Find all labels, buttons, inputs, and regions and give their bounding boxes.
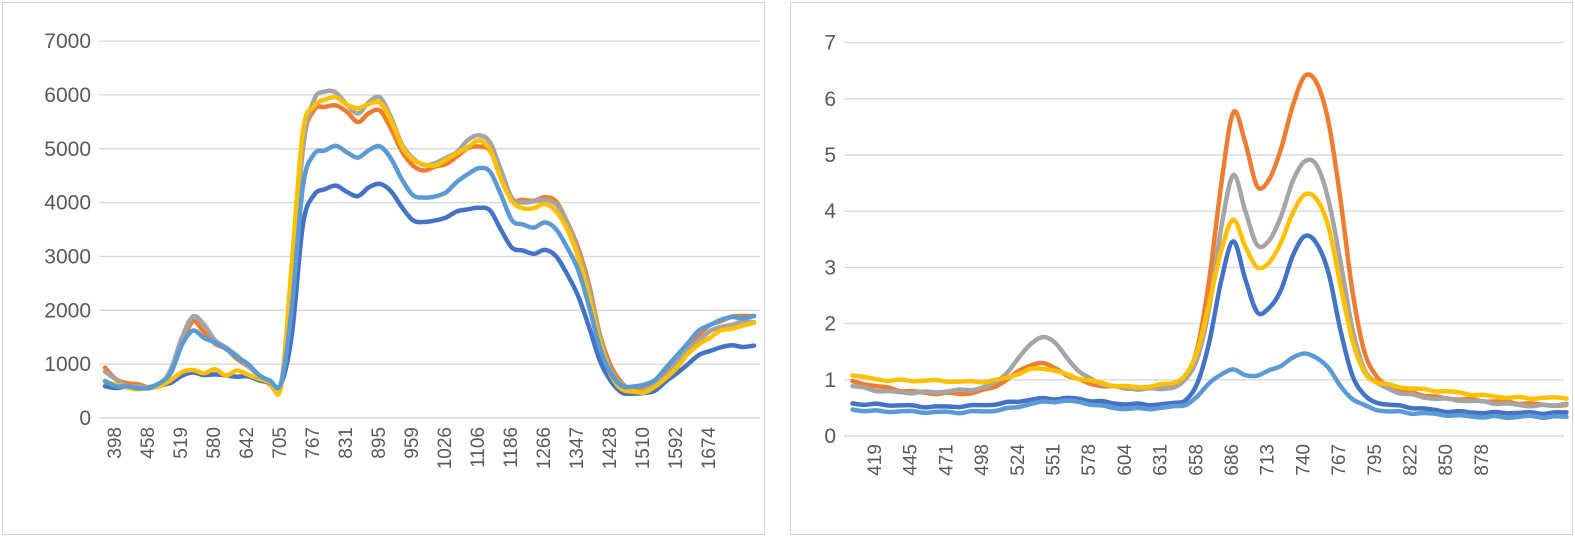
x-axis-tick-label: 458 [138,427,159,459]
y-axis-tick-label: 2000 [44,299,91,322]
y-axis-tick-label: 1000 [44,353,91,376]
x-axis-tick-label: 1106 [468,427,489,468]
y-axis-tick-label: 6000 [44,84,91,107]
y-axis-tick-label: 7000 [44,30,91,53]
x-axis-tick-label: 551 [1044,444,1065,476]
x-axis-tick-label: 959 [402,427,423,459]
y-axis-tick-label: 5000 [44,138,91,161]
series-line-series4-gold [102,95,757,397]
y-axis-tick-label: 3 [824,256,836,279]
y-axis-tick-label: 1 [824,369,836,392]
x-axis-tick-label: 705 [270,427,291,459]
x-axis-tick-label: 578 [1079,444,1100,476]
x-axis-tick-label: 471 [936,444,957,476]
x-axis-tick-label: 831 [336,427,357,459]
x-axis-tick-label: 895 [369,427,390,459]
x-axis-tick-label: 524 [1008,444,1029,476]
y-axis-tick-label: 0 [824,425,836,448]
x-axis-tick-label: 740 [1293,444,1314,476]
x-axis-tick-label: 398 [105,427,126,459]
x-axis-tick-label: 519 [171,427,192,459]
y-axis-tick-label: 5 [824,144,836,167]
x-axis-tick-label: 580 [204,427,225,459]
y-axis-tick-label: 6 [824,88,836,111]
x-axis-tick-label: 686 [1222,444,1243,476]
series-line-series5-light-blue [102,143,757,391]
x-axis-tick-label: 498 [972,444,993,476]
right-chart-panel: 0 1 2 3 4 5 6 7 419 445 471 498 524 551 578 604 631 658 68… [790,2,1573,535]
y-axis-tick-label: 4000 [44,192,91,215]
x-axis-tick-label: 878 [1472,444,1493,476]
series-line-series1-dark-blue [102,181,757,397]
y-axis-tick-label: 0 [79,407,91,430]
x-axis-tick-label: 767 [303,427,324,459]
series-line-series2-orange [850,72,1569,409]
x-axis-tick-label: 1674 [699,427,720,470]
left-chart-canvas: 0 1000 2000 3000 4000 5000 6000 7000 398 458 519 58… [44,30,760,470]
y-axis-tick-label: 2 [824,313,836,336]
x-axis-tick-label: 1428 [600,427,621,469]
x-axis-tick-label: 658 [1186,444,1207,476]
series-line-series3-gray [102,88,757,395]
series-line-series4-gold [850,191,1569,402]
left-chart-panel: 0 1000 2000 3000 4000 5000 6000 7000 398 458 519 58… [2,2,765,535]
x-axis-tick-label: 1347 [567,427,588,469]
x-axis-tick-label: 445 [901,444,922,476]
x-axis-tick-label: 631 [1151,444,1172,476]
series-line-series5-light-blue [850,351,1569,421]
x-axis-tick-label: 419 [865,444,886,476]
x-axis-tick-label: 1186 [501,427,522,468]
x-axis-tick-label: 850 [1436,444,1457,476]
y-axis-tick-label: 3000 [44,245,91,268]
x-axis-tick-label: 604 [1115,444,1136,476]
x-axis-tick-label: 1592 [666,427,687,469]
y-axis-tick-label: 4 [824,200,836,223]
x-axis-tick-label: 1266 [534,427,555,469]
right-chart-canvas: 0 1 2 3 4 5 6 7 419 445 471 498 524 551 578 604 631 658 68… [824,32,1569,476]
x-axis-tick-label: 767 [1329,444,1350,476]
x-axis-tick-label: 1510 [633,427,654,469]
x-axis-tick-label: 795 [1365,444,1386,476]
x-axis-tick-label: 713 [1258,444,1279,476]
x-axis-tick-label: 1026 [435,427,456,469]
x-axis-tick-label: 822 [1401,444,1422,476]
x-axis-tick-label: 642 [237,427,258,459]
y-axis-tick-label: 7 [824,32,836,55]
series-line-series1-dark-blue [850,233,1569,417]
